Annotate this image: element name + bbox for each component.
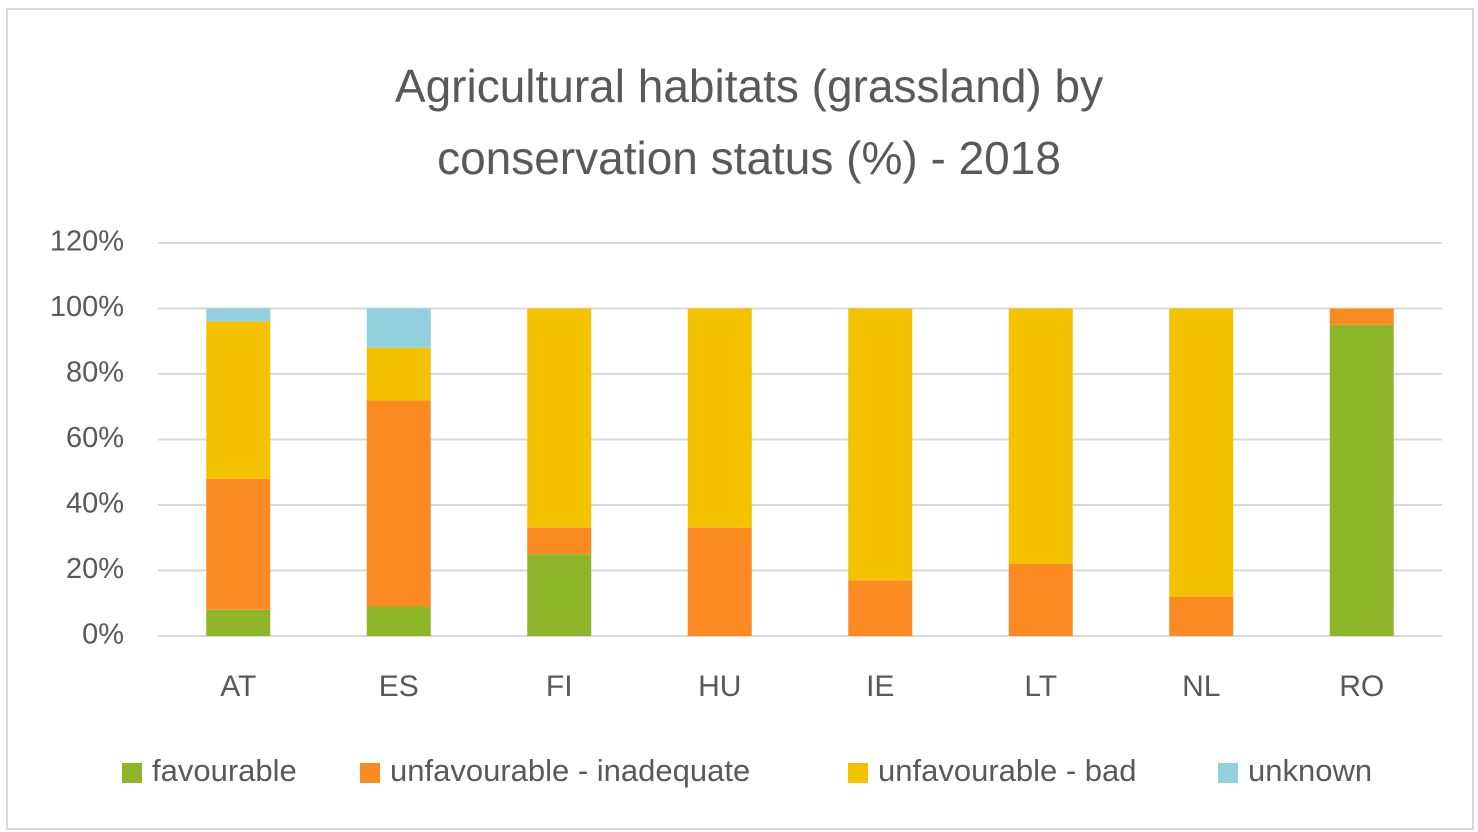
x-tick-label: IE <box>866 670 894 703</box>
legend-label: unfavourable - bad <box>878 753 1137 788</box>
y-tick-label: 100% <box>50 291 124 323</box>
bar-segment <box>1329 308 1394 325</box>
bar-segment <box>527 554 592 636</box>
y-tick-label: 0% <box>82 619 124 651</box>
bar-segment <box>527 527 592 555</box>
y-tick-label: 80% <box>66 357 124 389</box>
y-tick-label: 60% <box>66 422 124 454</box>
bar-segment <box>366 308 431 348</box>
x-tick-label: LT <box>1024 670 1057 703</box>
bar-segment <box>1329 324 1394 636</box>
y-tick-label: 20% <box>66 553 124 585</box>
bar-segment <box>206 609 271 636</box>
y-tick-label: 40% <box>66 488 124 520</box>
chart-title: Agricultural habitats (grassland) by con… <box>394 60 1104 184</box>
bar-segment <box>206 478 271 610</box>
bar-segment <box>687 527 752 636</box>
bar-segment <box>206 321 271 479</box>
x-tick-label: HU <box>698 670 741 703</box>
x-tick-label: ES <box>379 670 419 703</box>
x-tick-label: NL <box>1182 670 1220 703</box>
bar-segment <box>366 400 431 607</box>
legend-label: unfavourable - inadequate <box>390 753 750 788</box>
bar-segment <box>206 308 271 322</box>
legend-swatch <box>1218 763 1238 783</box>
bar-segment <box>848 580 913 636</box>
x-tick-label: RO <box>1339 670 1384 703</box>
legend-label: unknown <box>1248 753 1372 788</box>
bar-segment <box>848 308 913 581</box>
bar-segment <box>1169 596 1234 636</box>
legend-label: favourable <box>152 753 297 788</box>
x-tick-label: AT <box>220 670 256 703</box>
x-tick-label: FI <box>546 670 573 703</box>
bar-segment <box>1008 308 1073 564</box>
legend-swatch <box>848 763 868 783</box>
bar-segment <box>366 606 431 636</box>
bar-segment <box>687 308 752 528</box>
bar-segment <box>1169 308 1234 597</box>
bar-segment <box>1008 563 1073 636</box>
legend-swatch <box>122 763 142 783</box>
y-tick-label: 120% <box>50 226 124 258</box>
bar-segment <box>366 347 431 401</box>
legend-swatch <box>360 763 380 783</box>
bar-segment <box>527 308 592 528</box>
chart-frame <box>6 8 1474 830</box>
